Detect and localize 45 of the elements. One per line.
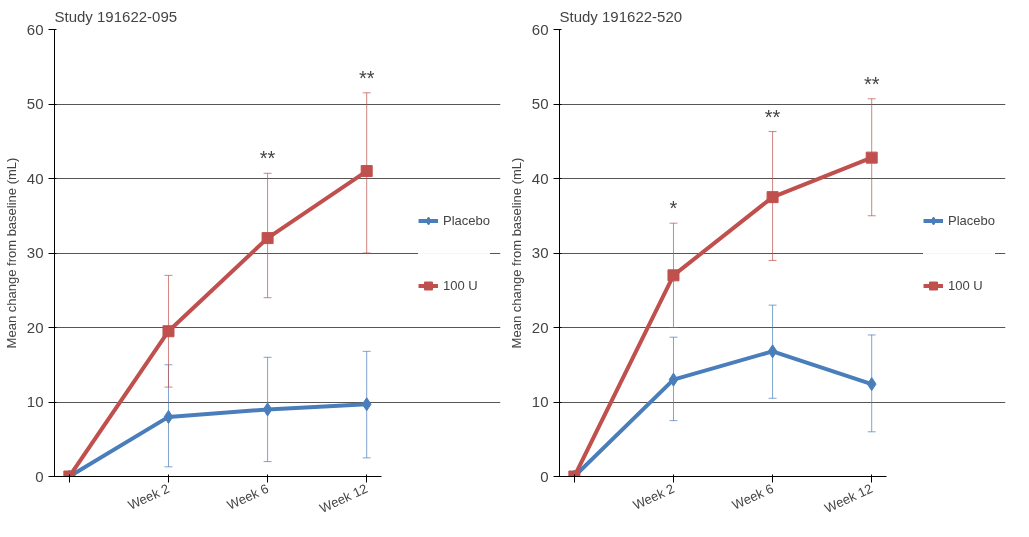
y-tick-label: 10	[531, 393, 549, 410]
legend-label: 100 U	[443, 277, 478, 293]
x-tick-label: Week 2	[125, 480, 172, 513]
point	[360, 165, 373, 178]
y-tick-label: 0	[35, 467, 44, 485]
y-axis-title: Mean change from baseline (mL)	[3, 157, 19, 349]
y-tick-label: 0	[540, 467, 549, 485]
annotation: **	[358, 66, 375, 89]
y-tick-label: 50	[531, 95, 549, 112]
y-tick-label: 30	[531, 244, 549, 261]
annotation: *	[669, 197, 678, 220]
y-tick-label: 40	[26, 169, 44, 187]
annotation: **	[764, 105, 781, 128]
point	[766, 191, 779, 204]
point	[865, 151, 878, 164]
x-tick-label: Week 6	[224, 480, 271, 513]
legend-label: Placebo	[948, 212, 995, 228]
point	[262, 402, 273, 417]
y-tick-label: 10	[26, 393, 44, 410]
y-tick-label: 40	[531, 169, 549, 187]
point	[162, 325, 175, 338]
y-tick-label: 30	[26, 244, 44, 261]
y-tick-label: 60	[26, 20, 44, 38]
annotation: **	[259, 147, 276, 170]
x-tick-label: Week 6	[729, 480, 776, 513]
x-tick-label: Week 12	[317, 480, 370, 516]
legend-label: 100 U	[948, 277, 983, 293]
point	[261, 232, 274, 245]
legend-label: Placebo	[443, 212, 490, 228]
point	[667, 269, 680, 282]
x-tick-label: Week 12	[822, 480, 875, 516]
point	[767, 344, 778, 359]
annotation: **	[863, 72, 880, 95]
point	[163, 409, 174, 424]
chart-title: Study 191622-520	[559, 7, 683, 25]
point	[866, 377, 877, 392]
point	[361, 397, 372, 412]
y-tick-label: 20	[531, 318, 549, 336]
chart-title: Study 191622-095	[54, 7, 178, 25]
y-tick-label: 50	[26, 95, 44, 112]
point	[668, 372, 679, 387]
y-axis-title: Mean change from baseline (mL)	[508, 157, 524, 349]
y-tick-label: 20	[26, 318, 44, 336]
x-tick-label: Week 2	[630, 480, 677, 513]
y-tick-label: 60	[531, 20, 549, 38]
